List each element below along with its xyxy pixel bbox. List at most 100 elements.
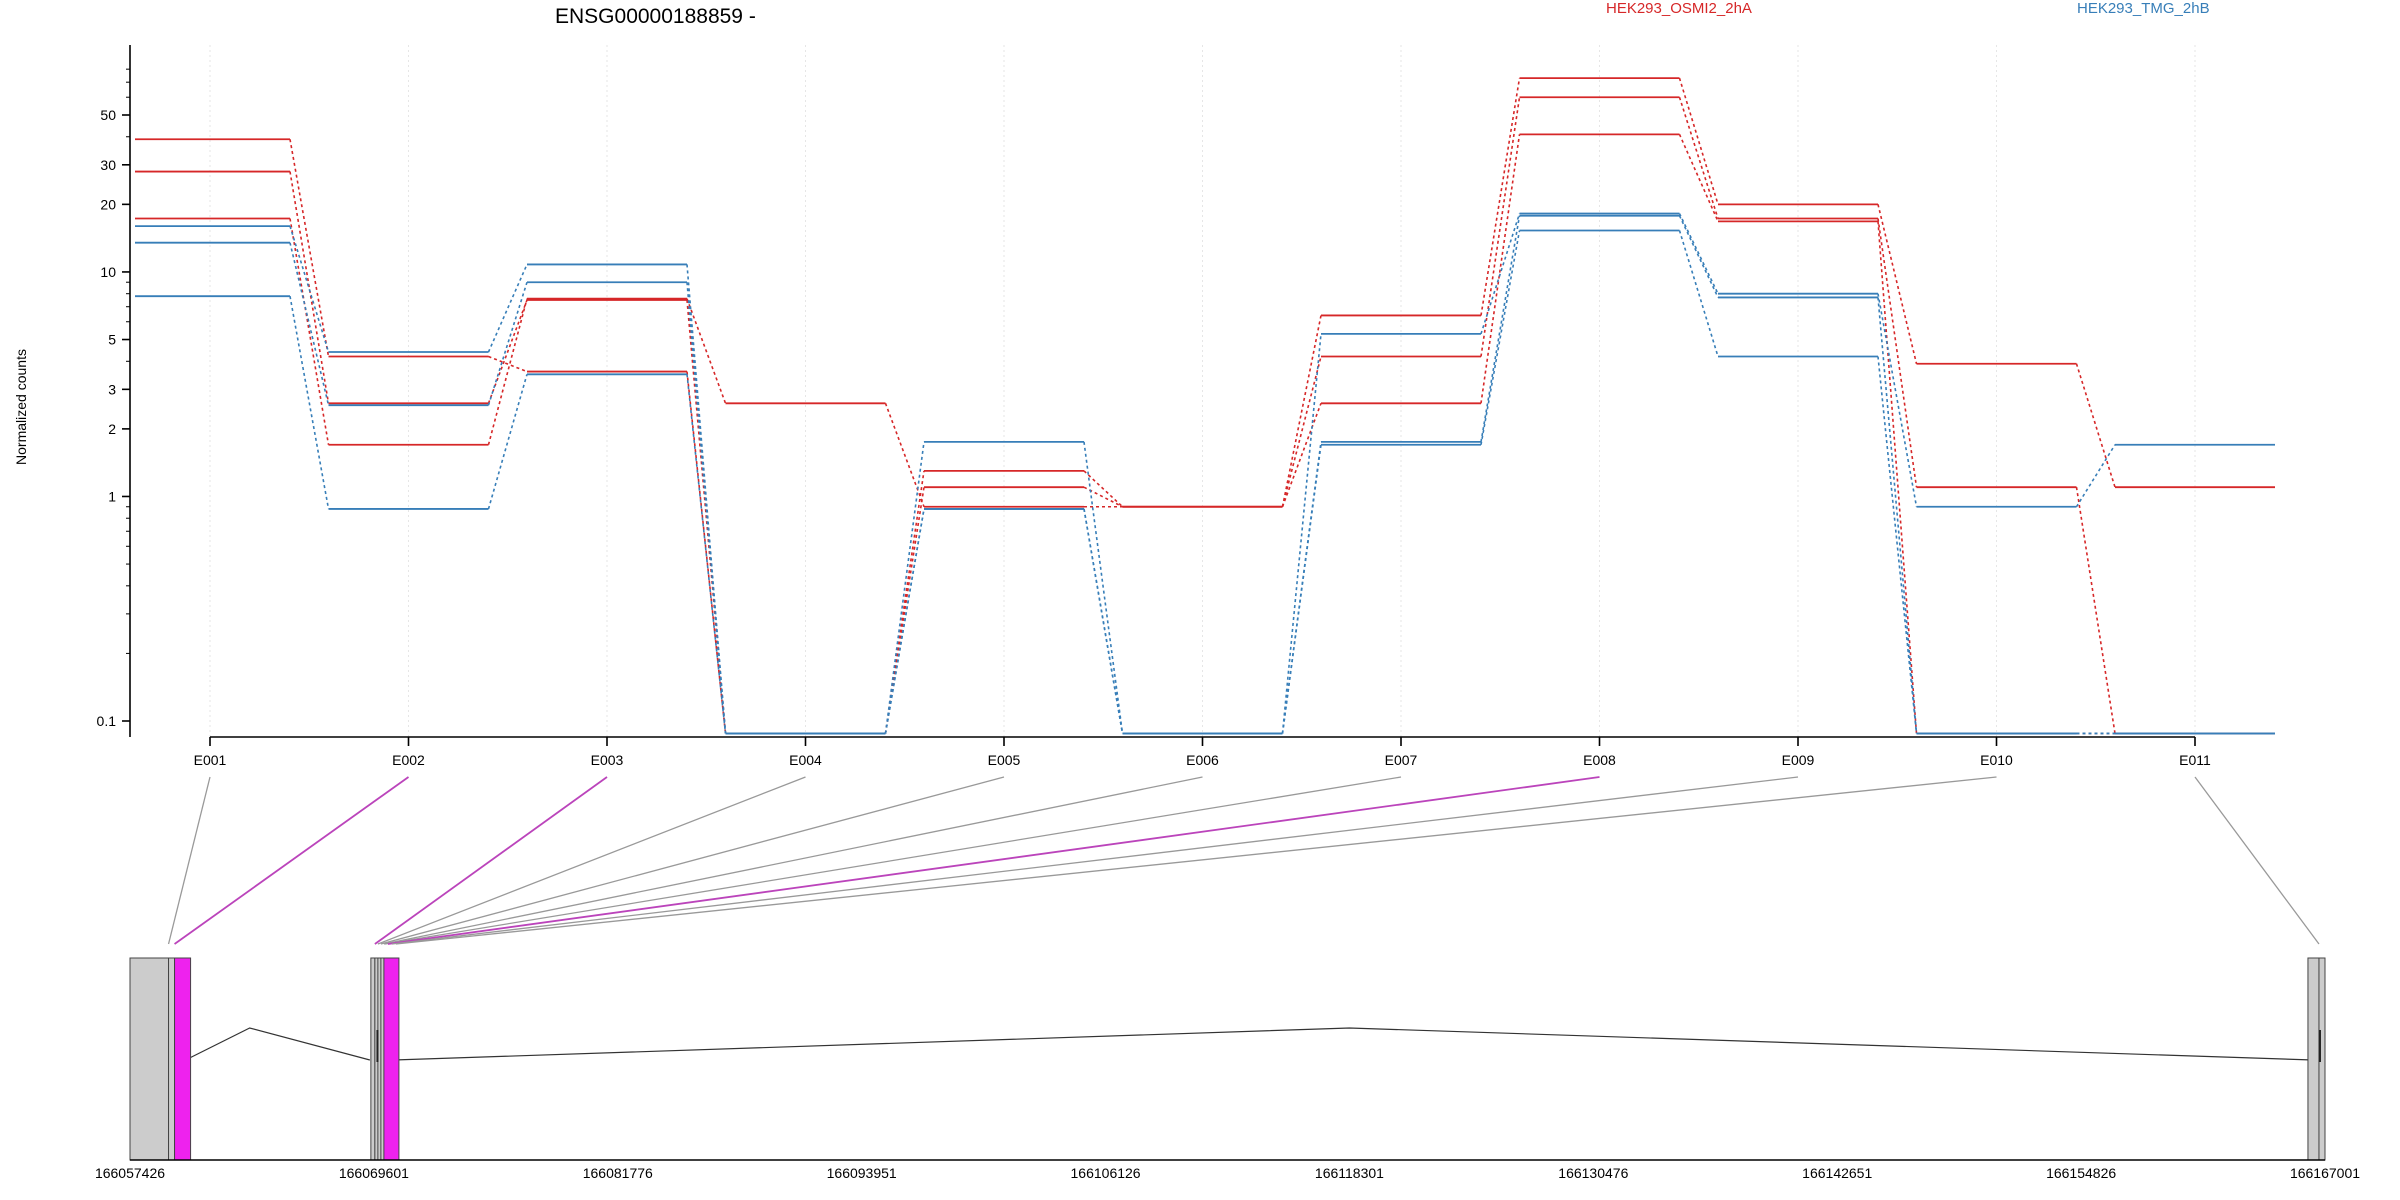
vertical-gridlines [209,45,2196,737]
connector-e011 [2194,776,2320,945]
series-connector [289,139,330,357]
coordinate-label: 166093951 [827,1165,897,1181]
intron-line [393,1027,2313,1061]
series-connector [1281,444,1322,734]
x-tick-label-e011: E011 [2179,752,2211,768]
series-connector [1678,230,1719,357]
series-connector [1281,333,1322,734]
series-connector [1678,134,1719,222]
coordinate-label: 166142651 [1802,1165,1872,1181]
series-connector [686,298,727,404]
highlighted-exon [174,957,192,1161]
x-tick-label-e008: E008 [1583,752,1616,768]
series-connector [1480,77,1521,316]
y-axis-label: Normalized counts [13,349,29,465]
intron-line [185,1027,371,1061]
series-connector [1480,215,1521,443]
exon-feature [168,957,176,1161]
exon-connector-lines [167,776,2320,945]
y-tick-label: 5 [108,332,116,348]
x-tick-label-e001: E001 [194,752,227,768]
series-connector [1281,315,1322,507]
x-tick-label-e005: E005 [988,752,1021,768]
x-tick-label-e006: E006 [1186,752,1219,768]
genomic-coordinate-axis: 166057426 166069601 166081776 166093951 1661… [95,1159,2360,1181]
connector-e003 [374,776,608,945]
coordinate-label: 166069601 [339,1165,409,1181]
coordinate-label: 166154826 [2046,1165,2116,1181]
series-connector [1083,441,1124,734]
x-tick-label-e010: E010 [1980,752,2013,768]
coordinate-label: 166167001 [2290,1165,2360,1181]
connector-e008 [387,776,1600,945]
x-tick-label-e007: E007 [1385,752,1418,768]
connector-e001 [167,776,211,945]
series-connector [1877,218,1918,488]
chart-title: ENSG00000188859 - [555,5,756,28]
gene-model-track [129,957,2326,1161]
coordinate-label: 166081776 [583,1165,653,1181]
series-connector [289,225,330,353]
series-connector [1480,230,1521,445]
y-axis: 0.1 1 2 3 5 10 20 30 50 [97,45,131,737]
series-connector [884,441,925,734]
x-axis: E001 E002 E003 E004 E005 E006 E007 E008 E009 E010… [194,736,2211,768]
series-connector [289,171,330,404]
connector-e004 [377,776,806,945]
series-connector [686,374,727,734]
series-connector [1678,213,1719,295]
series-connector [488,355,528,373]
series-connector [686,371,727,734]
connector-e010 [395,776,1997,945]
coordinate-label: 166057426 [95,1165,165,1181]
series-connector [1083,470,1124,508]
exon-feature [2307,957,2320,1161]
series-connector [487,298,528,445]
series-4 [135,212,2275,735]
connector-e002 [174,776,410,945]
y-tick-label: 3 [108,381,116,397]
series-2 [135,96,2275,735]
series-connector [884,508,925,734]
series-connector [289,218,330,445]
connector-e006 [383,776,1203,945]
y-tick-label: 20 [100,196,116,212]
coordinate-label: 166118301 [1315,1165,1384,1181]
connector-e007 [384,776,1402,945]
series-1 [135,77,2275,735]
series-connector [1877,204,1918,364]
series-connector [289,296,330,510]
legend-entry-tmg: HEK293_TMG_2hB [2077,0,2210,17]
series-connector [487,264,528,353]
y-tick-label: 10 [100,264,116,280]
series-connector [1480,134,1521,404]
series-connector [1678,215,1719,298]
series-connector [884,470,925,734]
series-connector [884,403,925,508]
series-5 [135,214,2275,735]
series-connector [1877,221,1918,734]
y-tick-label: 1 [108,488,116,504]
series-connector [487,374,528,510]
series-connector [1281,356,1322,507]
connector-e005 [380,776,1005,945]
connector-e009 [391,776,1799,945]
series-connector [2075,487,2116,734]
series-3 [135,133,2275,735]
x-tick-label-e009: E009 [1782,752,1815,768]
x-tick-label-e002: E002 [392,752,425,768]
legend-entry-osmi2: HEK293_OSMI2_2hA [1606,0,1752,17]
y-tick-label: 30 [100,157,116,173]
x-tick-label-e003: E003 [591,752,624,768]
coordinate-label: 166106126 [1071,1165,1141,1181]
series-connector [1678,96,1719,219]
coordinate-label: 166130476 [1558,1165,1628,1181]
y-tick-label: 2 [108,421,116,437]
y-tick-label: 50 [100,107,116,123]
y-tick-label: 0.1 [97,713,117,729]
series-connector [1877,297,1918,734]
highlighted-exon [383,957,400,1161]
series-connector [1678,77,1719,205]
series-connector [1877,293,1918,507]
x-tick-label-e004: E004 [789,752,822,768]
